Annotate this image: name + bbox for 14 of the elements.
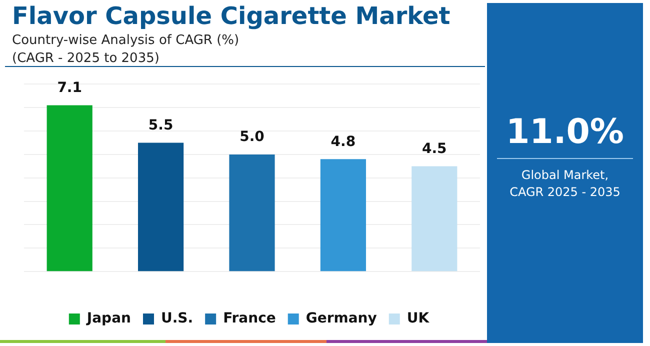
- data-label: 4.5: [422, 140, 447, 157]
- chart-subtitle: Country-wise Analysis of CAGR (%) (CAGR - 2025 to 2035): [12, 32, 240, 68]
- legend-label: Japan: [86, 310, 131, 327]
- legend-label: France: [223, 310, 276, 327]
- chart-title: Flavor Capsule Cigarette Market: [12, 2, 450, 30]
- legend-label: U.S.: [160, 310, 194, 327]
- text: 11.0%: [505, 112, 625, 152]
- data-label: 5.0: [240, 129, 265, 146]
- data-label: 5.5: [148, 117, 174, 134]
- data-label: 7.1: [57, 80, 82, 96]
- legend-label: Germany: [306, 310, 377, 327]
- legend-label: UK: [406, 310, 430, 327]
- data-label: 4.8: [330, 134, 356, 150]
- text: Global Market, CAGR 2025 - 2035: [508, 167, 622, 201]
